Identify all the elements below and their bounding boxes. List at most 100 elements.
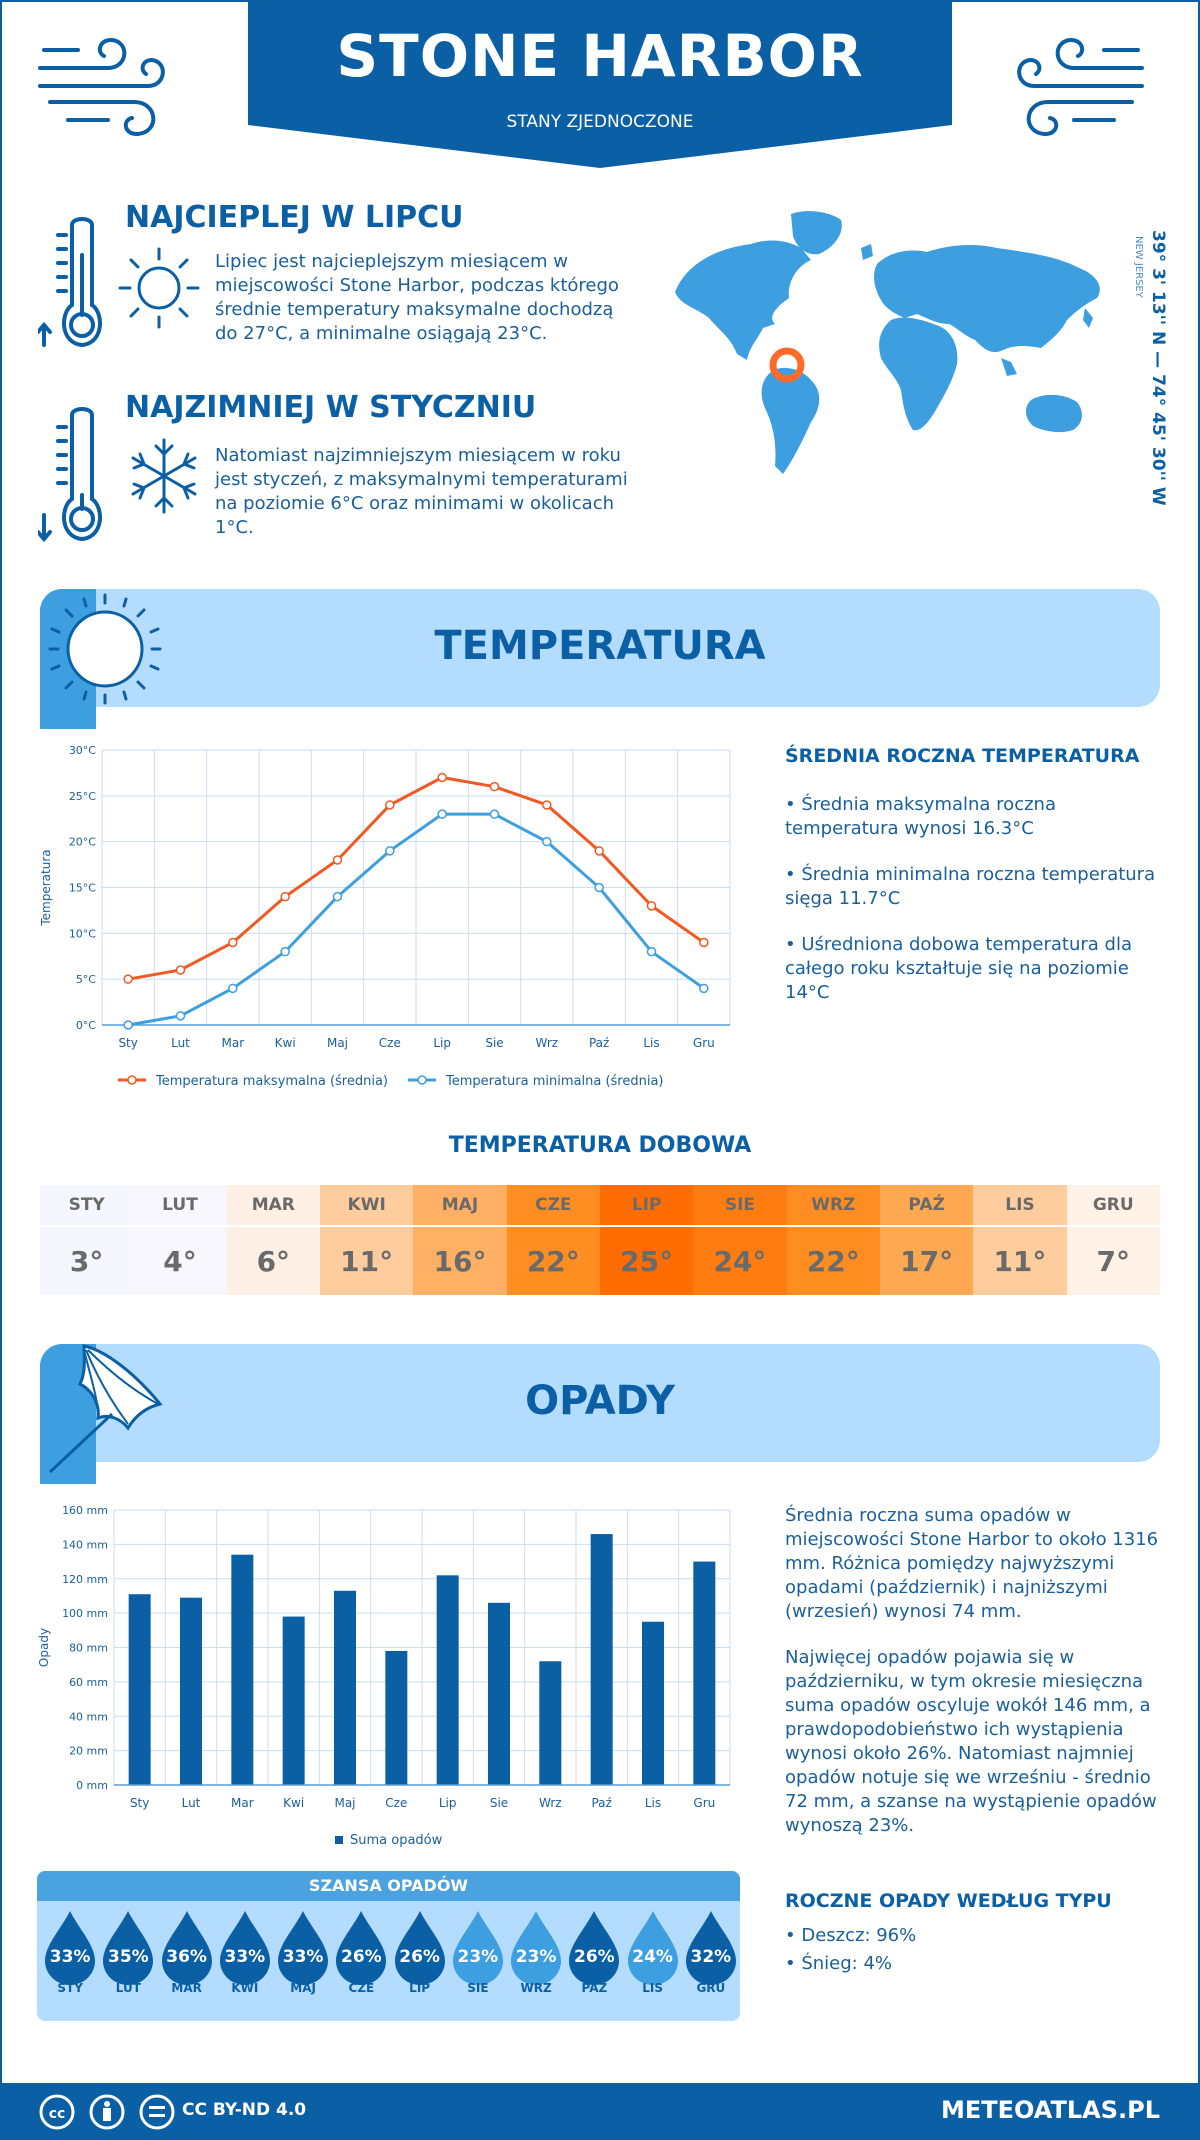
precipitation-bar <box>282 1616 305 1785</box>
page-subtitle: STANY ZJEDNOCZONE <box>506 112 694 132</box>
raindrop-icon <box>685 1911 736 1985</box>
daily-temp-month: LIP <box>631 1195 662 1215</box>
raindrop-icon <box>103 1911 154 1985</box>
precipitation-bar <box>488 1602 510 1785</box>
chance-month: PAŹ <box>581 1981 608 1995</box>
chance-value: 26% <box>341 1947 382 1967</box>
wind-icon <box>38 38 165 136</box>
types-snow: • Śnieg: 4% <box>785 1953 893 1974</box>
precipitation-bar <box>642 1621 664 1785</box>
world-map <box>675 211 1100 474</box>
chance-value: 26% <box>574 1947 615 1967</box>
data-point <box>594 882 604 893</box>
raindrop-icon <box>394 1911 445 1985</box>
x-tick-label: Kwi <box>275 1036 296 1050</box>
daily-temp-cell: LIP 25° <box>599 1185 694 1295</box>
x-tick-label: Maj <box>334 1796 355 1810</box>
chance-month: LIP <box>409 1981 431 1995</box>
precipitation-bar <box>128 1594 151 1785</box>
data-point <box>280 946 290 957</box>
svg-text:cc: cc <box>49 2106 66 2122</box>
x-tick-label: Lip <box>439 1796 457 1810</box>
x-tick-label: Sie <box>485 1036 503 1050</box>
x-tick-label: Maj <box>327 1036 348 1050</box>
chance-value: 23% <box>457 1947 499 1967</box>
daily-temp-month: LUT <box>162 1195 198 1215</box>
series-line <box>127 775 705 981</box>
x-tick-label: Kwi <box>283 1796 304 1810</box>
x-tick-label: Lip <box>433 1036 451 1050</box>
legend-label: Suma opadów <box>350 1833 443 1848</box>
data-point <box>175 965 186 975</box>
x-tick-label: Sie <box>490 1796 508 1810</box>
raindrop-icon <box>161 1911 212 1985</box>
chance-value: 33% <box>224 1947 266 1967</box>
daily-temp-month: PAŹ <box>908 1195 945 1215</box>
chance-value: 24% <box>632 1947 673 1967</box>
daily-temp-month: CZE <box>535 1195 572 1215</box>
temperature-section-header: TEMPERATURA <box>40 589 1160 707</box>
umbrella-icon <box>40 1344 163 1484</box>
chance-value: 36% <box>166 1947 207 1967</box>
daily-temp-month: MAR <box>251 1195 295 1215</box>
daily-temp-month: KWI <box>347 1195 386 1215</box>
raindrop-icon <box>336 1911 387 1985</box>
y-tick-label: 20 mm <box>69 1745 108 1758</box>
cc-license-icons[interactable]: cc <box>38 2093 178 2131</box>
x-tick-label: Lis <box>643 1036 659 1050</box>
data-point <box>280 891 290 902</box>
x-tick-label: Cze <box>379 1036 401 1050</box>
daily-temp-title: TEMPERATURA DOBOWA <box>448 1133 752 1158</box>
chance-month: SIE <box>467 1981 489 1995</box>
daily-temp-value: 22° <box>506 1225 600 1295</box>
chance-drop: 23% WRZ <box>507 1909 565 2021</box>
data-point <box>437 772 447 783</box>
data-point <box>123 1020 133 1030</box>
data-point <box>437 809 447 819</box>
y-tick-label: 20°C <box>69 836 96 849</box>
daily-temp-cell: MAR 6° <box>226 1185 320 1295</box>
legend-marker <box>417 1075 427 1085</box>
raindrop-icon <box>219 1911 270 1985</box>
daily-temp-cell: LUT 4° <box>133 1185 227 1295</box>
daily-temp-month: WRZ <box>811 1195 856 1215</box>
daily-temp-month: MAJ <box>441 1195 479 1215</box>
precipitation-bar <box>590 1534 613 1785</box>
daily-temp-cell: STY 3° <box>40 1185 134 1295</box>
raindrop-icon <box>278 1911 329 1985</box>
y-tick-label: 30°C <box>69 744 96 757</box>
x-tick-label: Lut <box>171 1036 190 1050</box>
chance-drop: 33% STY <box>41 1909 99 2021</box>
daily-temp-month: LIS <box>1005 1195 1035 1215</box>
data-point <box>228 937 238 948</box>
coordinates-value: 39° 3' 13'' N — 74° 45' 30'' W <box>1148 230 1168 506</box>
y-tick-label: 0 mm <box>76 1779 108 1792</box>
chance-drop: 36% MAR <box>158 1909 216 2021</box>
y-tick-label: 60 mm <box>69 1676 108 1689</box>
daily-temp-value: 3° <box>40 1225 134 1295</box>
chance-month: CZE <box>348 1981 375 1995</box>
chance-month: LUT <box>115 1981 141 1995</box>
x-tick-label: Mar <box>222 1036 245 1050</box>
site-link[interactable]: METEOATLAS.PL <box>940 2096 1160 2124</box>
data-point <box>175 1011 186 1021</box>
data-point <box>489 809 500 819</box>
y-tick-label: 100 mm <box>62 1607 108 1620</box>
precipitation-bar <box>334 1590 356 1785</box>
chance-title: SZANSA OPADÓW <box>37 1871 740 1901</box>
warmest-title: NAJCIEPLEJ W LIPCU <box>125 200 464 235</box>
thermometer-hot-icon <box>38 217 103 348</box>
raindrop-icon <box>627 1911 678 1985</box>
y-tick-label: 40 mm <box>69 1710 108 1723</box>
x-tick-label: Wrz <box>539 1796 562 1810</box>
chance-value: 33% <box>49 1947 91 1967</box>
precipitation-section-header: OPADY <box>40 1344 1160 1462</box>
data-point <box>332 855 343 865</box>
chance-drop: 33% MAJ <box>274 1909 332 2021</box>
daily-temp-month: GRU <box>1092 1195 1134 1215</box>
y-tick-label: 160 mm <box>62 1504 108 1517</box>
x-tick-label: Paź <box>589 1036 609 1050</box>
precipitation-chart: 0 mm 20 mm 40 mm 60 mm 80 mm 100 mm 120 mm 140 … <box>37 1504 731 1848</box>
precip-side-detail: Najwięcej opadów pojawia się w październ… <box>785 1647 1157 1836</box>
daily-temp-cell: GRU 7° <box>1066 1185 1160 1295</box>
